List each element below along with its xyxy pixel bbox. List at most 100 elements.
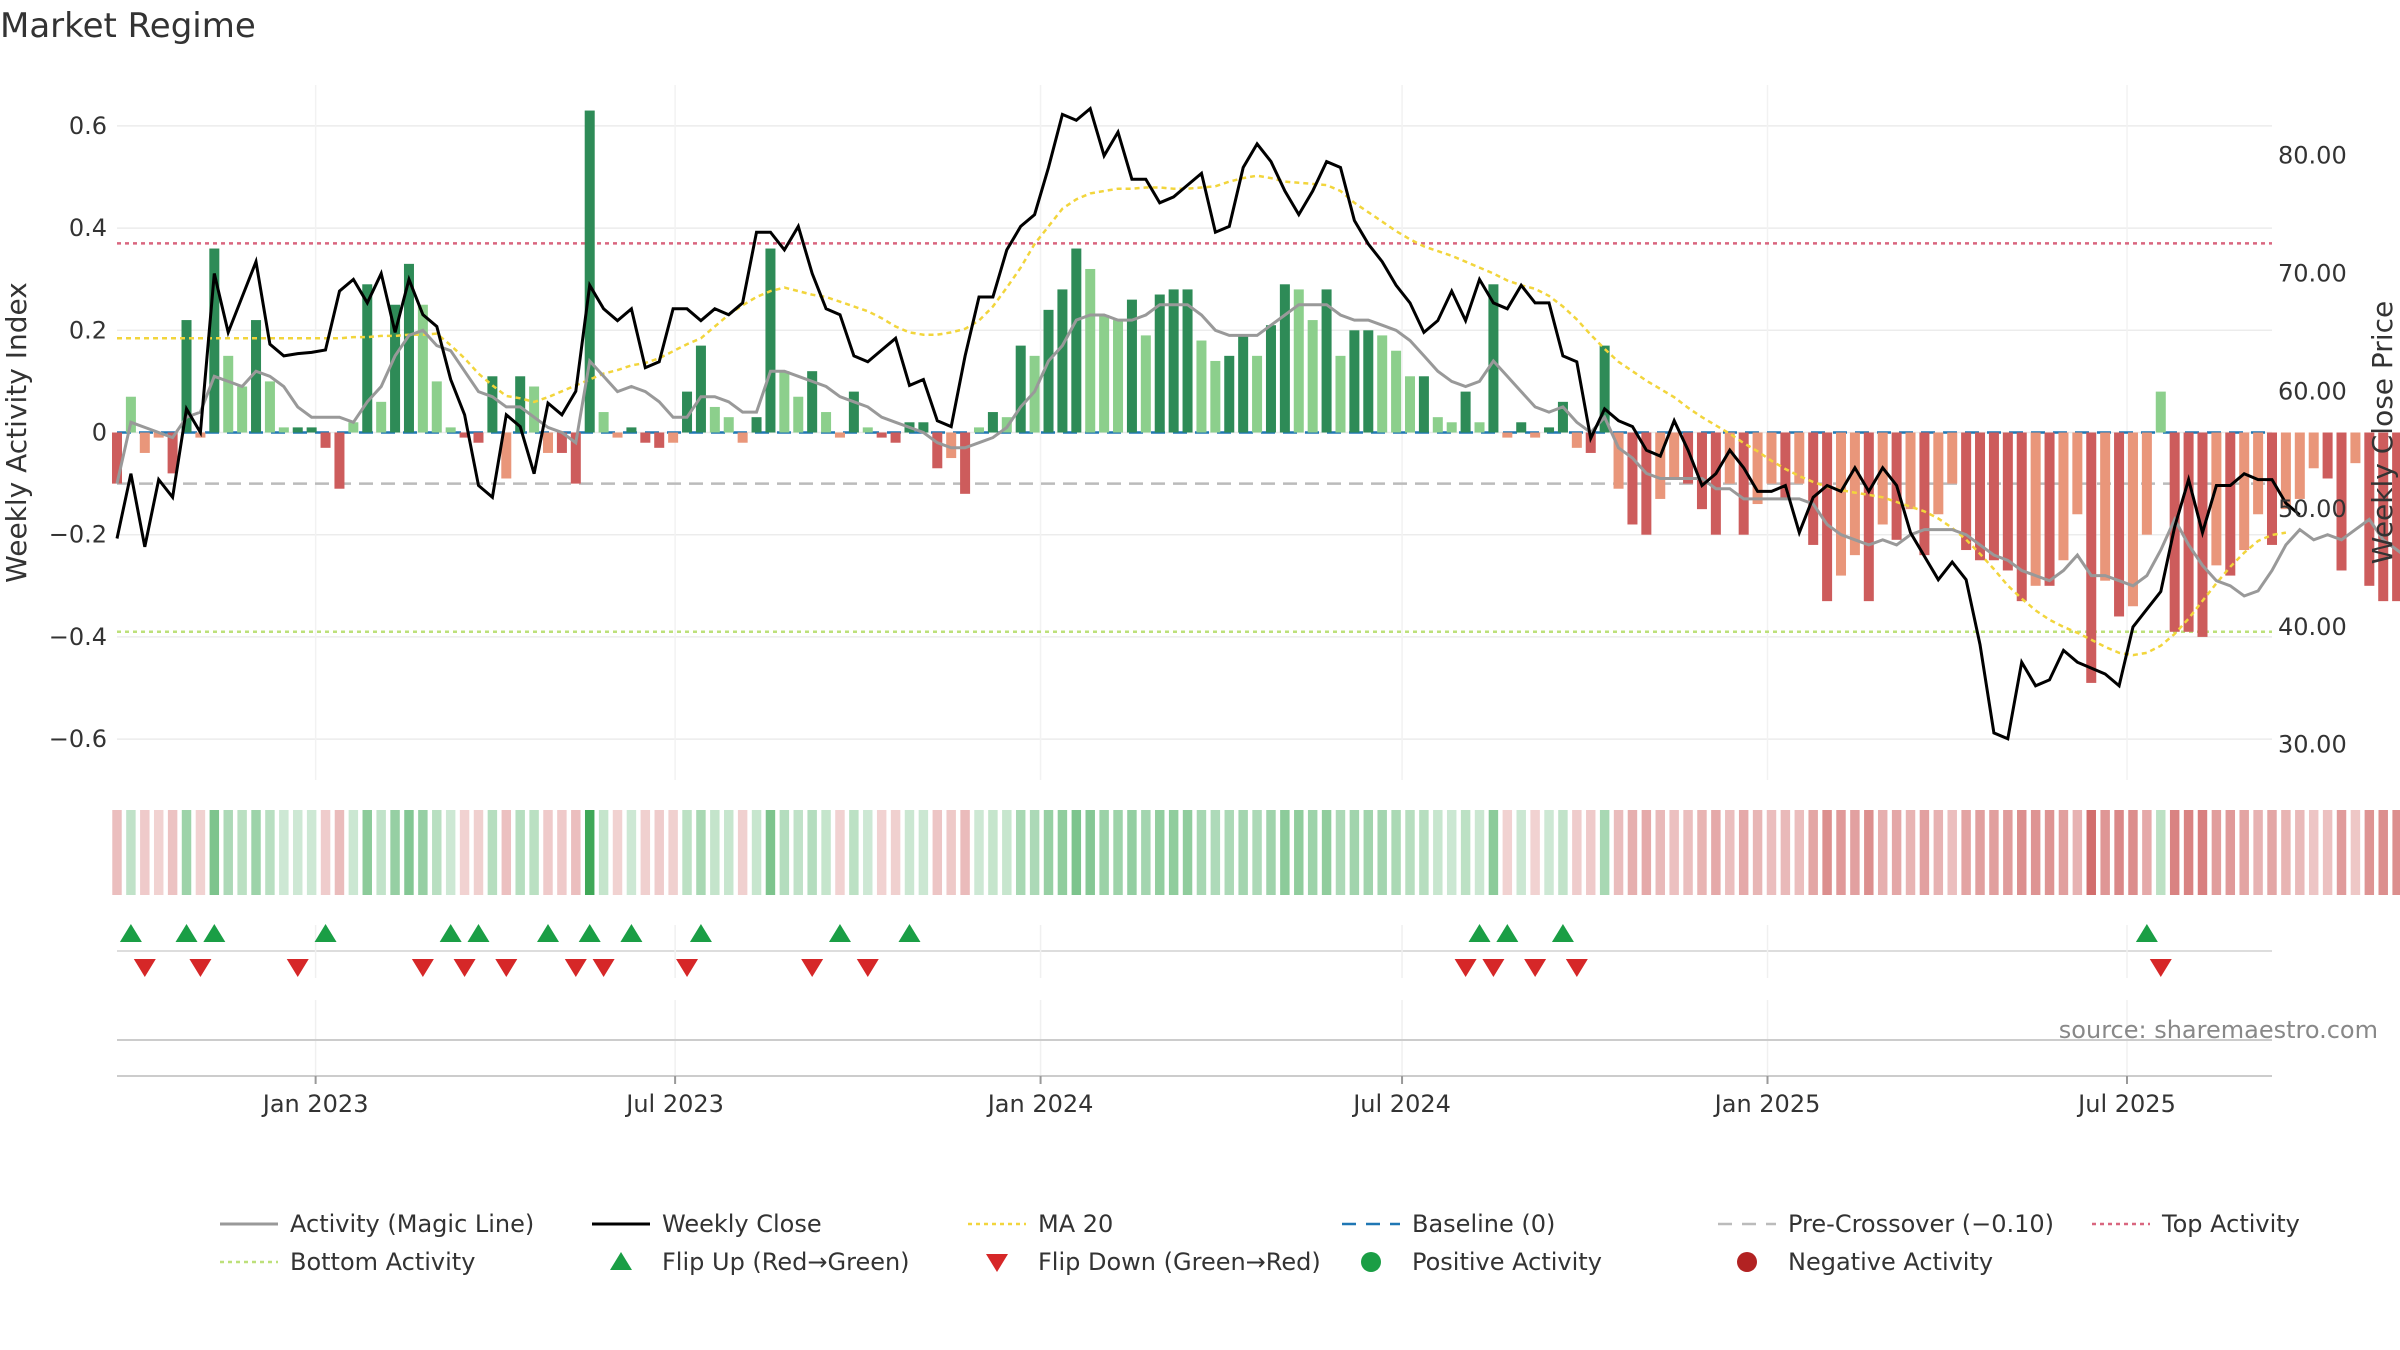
flip-up-marker (898, 924, 921, 942)
activity-bar (431, 381, 442, 433)
activity-bar (2044, 432, 2055, 586)
regime-cell (946, 810, 956, 895)
flip-down-marker (1565, 959, 1588, 977)
flip-down-marker (286, 959, 309, 977)
regime-cell (1794, 810, 1805, 895)
regime-cell (1335, 810, 1346, 895)
regime-cell (584, 810, 595, 895)
activity-bar (973, 427, 985, 433)
flip-down-marker (189, 959, 212, 977)
regime-cell (710, 810, 720, 895)
activity-bar (1029, 355, 1040, 433)
x-tick-label: Jan 2025 (1713, 1090, 1821, 1118)
right-tick-label: 60.00 (2278, 377, 2347, 405)
activity-bar (2127, 432, 2138, 607)
regime-cell (863, 810, 873, 895)
activity-bar (1988, 432, 1999, 561)
regime-cell (1071, 810, 1082, 895)
legend-label: MA 20 (1038, 1210, 1113, 1238)
activity-bar (1696, 432, 1707, 510)
regime-cell (1627, 810, 1638, 895)
regime-cell (1155, 810, 1165, 895)
activity-bar (320, 432, 331, 448)
regime-cell (390, 810, 400, 895)
regime-cell (974, 810, 984, 895)
regime-cell (668, 810, 678, 895)
activity-bar (2378, 432, 2389, 602)
activity-bar (501, 432, 512, 479)
flip-down-marker (495, 959, 518, 977)
regime-cell (1933, 810, 1944, 895)
activity-bar (390, 304, 401, 433)
flip-up-marker (2135, 924, 2158, 942)
activity-bar (2253, 432, 2264, 515)
activity-bar (1641, 432, 1652, 535)
activity-bar (1710, 432, 1721, 535)
activity-bar (1404, 376, 1416, 433)
flip-up-marker (439, 924, 462, 942)
activity-bar (1599, 345, 1610, 433)
regime-cell (1599, 810, 1610, 895)
activity-bar (2002, 432, 2013, 571)
activity-bar (306, 427, 317, 433)
activity-bar (2322, 432, 2333, 479)
regime-cell (2058, 810, 2069, 895)
activity-bar (362, 284, 373, 433)
activity-bar (2086, 432, 2097, 683)
activity-bar (1585, 432, 1596, 453)
regime-cell (654, 810, 664, 895)
activity-bar (598, 412, 609, 433)
regime-cell (2044, 810, 2055, 895)
activity-bar (1488, 284, 1499, 433)
regime-cell (543, 810, 553, 895)
activity-bar (1780, 432, 1791, 499)
activity-bar (612, 432, 623, 438)
right-tick-label: 50.00 (2278, 495, 2347, 523)
activity-bar (1377, 335, 1388, 433)
activity-bar (1335, 355, 1346, 433)
activity-bar (139, 432, 150, 453)
flip-up-marker (689, 924, 712, 942)
activity-bar (876, 432, 887, 438)
legend-swatch (1361, 1252, 1381, 1272)
regime-cell (1516, 810, 1526, 895)
activity-bar (2294, 432, 2305, 499)
activity-bar (1196, 340, 1207, 433)
regime-cell (2239, 810, 2249, 895)
regime-cell (306, 810, 317, 895)
activity-bar (2392, 432, 2400, 602)
regime-cell (376, 810, 386, 895)
flip-down-marker (676, 959, 699, 977)
flip-down-marker (564, 959, 587, 977)
regime-cell (362, 810, 372, 895)
activity-bar (376, 401, 387, 433)
activity-bar (932, 432, 943, 469)
activity-bar (1752, 432, 1763, 505)
regime-cell (835, 810, 845, 895)
regime-cell (1307, 810, 1318, 895)
regime-cell (807, 810, 817, 895)
regime-cell (1057, 810, 1068, 895)
regime-cell (1891, 810, 1902, 895)
flip-down-marker (856, 959, 879, 977)
activity-bar (1460, 391, 1471, 433)
flip-down-marker (801, 959, 824, 977)
regime-cell (1947, 810, 1957, 895)
activity-bar (1557, 401, 1568, 433)
regime-cell (348, 810, 359, 895)
flip-up-marker (175, 924, 198, 942)
activity-bar (1738, 432, 1749, 535)
regime-cell (1586, 810, 1596, 895)
activity-bar (2225, 432, 2236, 576)
regime-cell (1460, 810, 1471, 895)
activity-bar (1571, 432, 1582, 448)
activity-bar (848, 391, 859, 433)
activity-bar (1961, 432, 1972, 551)
left-axis-label: Weekly Activity Index (0, 282, 33, 583)
activity-bar (709, 406, 720, 433)
regime-cell (1321, 810, 1332, 895)
activity-bar (181, 320, 192, 433)
activity-bar (807, 371, 818, 433)
legend-item: Flip Up (Red→Green) (610, 1248, 910, 1276)
